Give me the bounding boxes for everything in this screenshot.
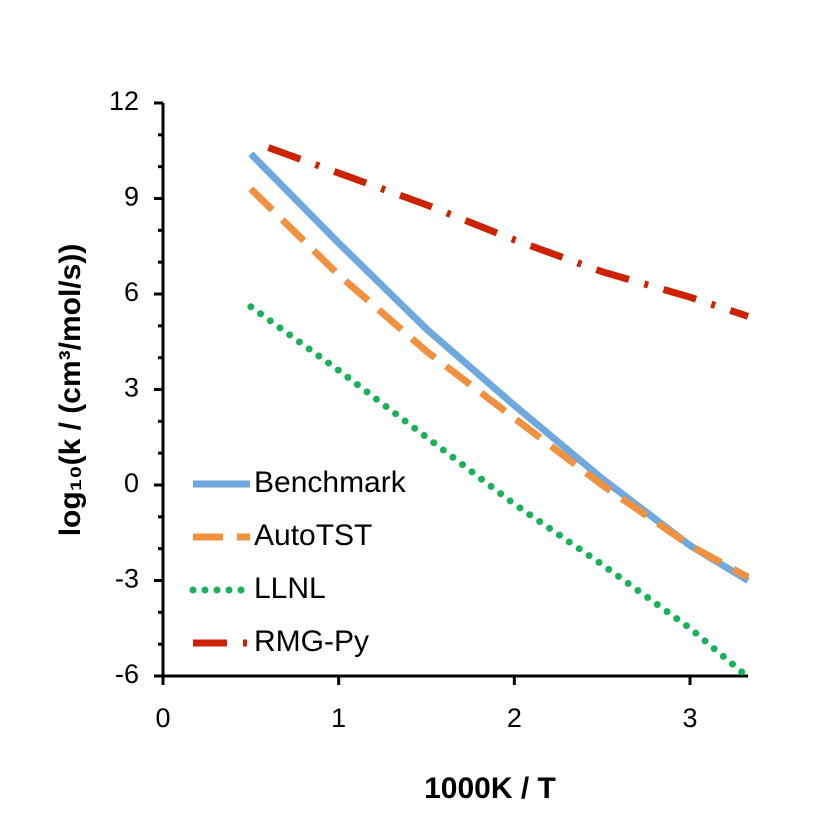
legend-label: Benchmark: [254, 466, 407, 499]
x-axis-label: 1000K / T: [424, 772, 556, 805]
y-tick-label: 3: [124, 373, 139, 403]
series-line: [267, 144, 750, 320]
y-tick-label: 0: [124, 468, 139, 498]
x-tick-label: 1: [331, 703, 346, 733]
y-tick-label: 12: [109, 86, 139, 116]
series-line: [247, 303, 747, 677]
x-tick-label: 3: [683, 703, 698, 733]
y-axis-label: log₁₀(k / (cm³/mol/s)): [54, 244, 87, 537]
y-tick-label: 9: [124, 182, 139, 212]
legend-label: RMG-Py: [254, 625, 369, 658]
series-line: [248, 151, 750, 584]
y-tick-label: -3: [115, 564, 139, 594]
legend-label: LLNL: [254, 572, 326, 605]
legend-label: AutoTST: [254, 519, 372, 552]
y-tick-label: -6: [115, 659, 139, 689]
x-tick-label: 2: [507, 703, 522, 733]
y-tick-label: 6: [124, 277, 139, 307]
x-tick-label: 0: [155, 703, 170, 733]
